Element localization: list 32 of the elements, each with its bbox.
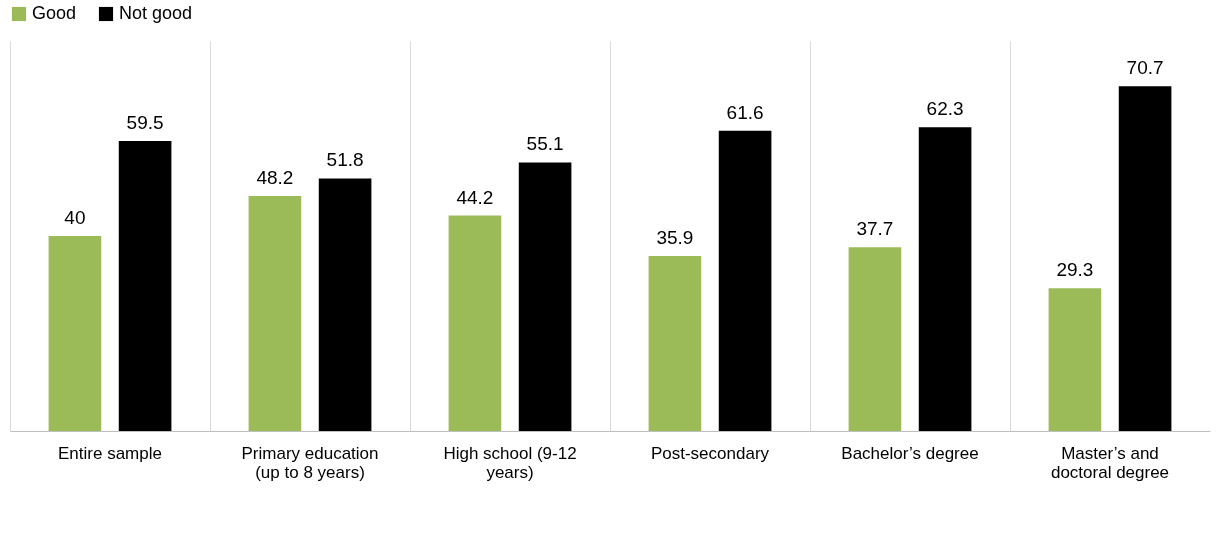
bar: [248, 196, 302, 431]
bar: [448, 215, 502, 431]
x-tick-label: Entire sample: [58, 443, 162, 463]
x-tick-label: High school (9-12 years): [443, 443, 577, 482]
bar: [118, 140, 172, 431]
x-tick-label: Bachelor’s degree: [841, 443, 979, 463]
bar: [518, 162, 572, 431]
bar: [918, 127, 972, 431]
data-label: 29.3: [1056, 259, 1094, 281]
x-tick-label: Post-secondary: [650, 443, 770, 463]
legend-label: Good: [32, 3, 77, 23]
data-label: 59.5: [126, 111, 164, 133]
data-label: 61.6: [726, 101, 764, 123]
data-label: 35.9: [656, 226, 694, 248]
x-tick-label: Primary education (up to 8 years): [241, 443, 379, 482]
legend-label: Not good: [119, 3, 193, 23]
data-label: 44.2: [456, 186, 494, 208]
data-label: 48.2: [256, 167, 294, 189]
bar: [1048, 288, 1102, 431]
data-label: 70.7: [1126, 57, 1164, 79]
bar: [1118, 86, 1172, 431]
x-tick-label: Master’s and doctoral degree: [1050, 443, 1170, 482]
data-label: 37.7: [856, 218, 894, 240]
bar: [48, 236, 102, 431]
data-label: 62.3: [926, 98, 964, 120]
data-label: 51.8: [326, 149, 364, 171]
data-label: 55.1: [526, 133, 564, 155]
bar: [718, 130, 772, 431]
bar: [848, 247, 902, 431]
bar: [648, 255, 702, 431]
bar: [318, 178, 372, 431]
data-label: 40: [64, 207, 86, 228]
